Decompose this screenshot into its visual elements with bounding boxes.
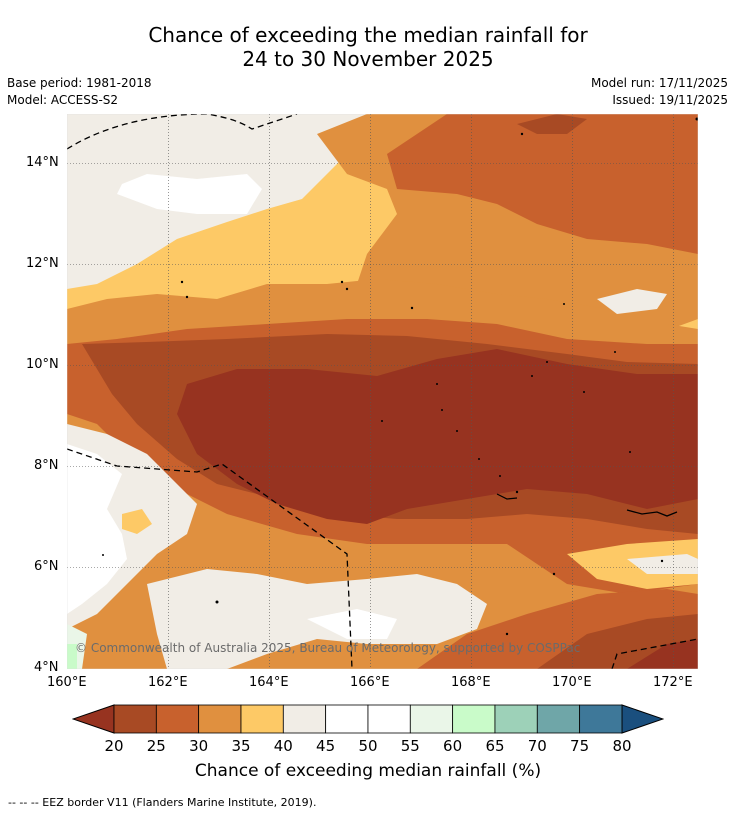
colorbar-label: 55 xyxy=(400,737,420,755)
colorbar-label: 60 xyxy=(443,737,463,755)
region-40-45-east-patch xyxy=(597,289,667,314)
lat-tick-10n: 10°N xyxy=(26,357,59,372)
region-45-50-south xyxy=(307,609,397,639)
colorbar-segment xyxy=(240,704,284,734)
colorbar-label: 35 xyxy=(231,737,251,755)
eez-footnote: -- -- -- EEZ border V11 (Flanders Marine… xyxy=(8,796,317,809)
issued-date: Issued: 19/11/2025 xyxy=(612,93,728,107)
colorbar-title: Chance of exceeding median rainfall (%) xyxy=(194,761,542,781)
region-60-65-southwest xyxy=(67,644,77,669)
colorbar-segment xyxy=(409,704,454,734)
region-35-40-sw-patch xyxy=(122,509,152,534)
islands xyxy=(102,117,698,636)
colorbar-segment xyxy=(367,704,411,734)
colorbar-segment xyxy=(198,704,242,734)
colorbar-segment xyxy=(113,704,157,734)
colorbar-segment xyxy=(325,704,369,734)
model-name: Model: ACCESS-S2 xyxy=(7,93,119,107)
lat-tick-6n: 6°N xyxy=(34,559,59,574)
colorbar-segment xyxy=(452,704,496,734)
island-outline xyxy=(626,509,678,517)
lat-tick-8n: 8°N xyxy=(34,458,59,473)
colorbar-label: 20 xyxy=(104,737,124,755)
colorbar-segment xyxy=(536,704,581,734)
copyright-notice: © Commonwealth of Australia 2025, Bureau… xyxy=(75,641,581,655)
colorbar-label: 80 xyxy=(612,737,632,755)
region-below-20-central xyxy=(177,349,698,524)
region-35-40-southeast xyxy=(567,539,698,589)
region-45-50-north xyxy=(117,174,262,214)
gridlines xyxy=(67,114,698,669)
lat-tick-4n: 4°N xyxy=(34,660,59,675)
colorbar-segment xyxy=(282,704,327,734)
lon-tick-166e: 166°E xyxy=(350,675,390,690)
island-outline-2 xyxy=(496,493,518,500)
colorbar-low-arrow xyxy=(72,704,115,734)
region-25-30-northeast xyxy=(387,114,698,254)
lon-tick-168e: 168°E xyxy=(451,675,491,690)
colorbar-label: 45 xyxy=(316,737,336,755)
colorbar-segment xyxy=(155,704,200,734)
lon-tick-170e: 170°E xyxy=(552,675,592,690)
lon-tick-172e: 172°E xyxy=(653,675,693,690)
colorbar-label: 70 xyxy=(527,737,547,755)
region-45-50-southwest xyxy=(67,444,127,614)
model-run: Model run: 17/11/2025 xyxy=(590,76,728,90)
map-title-line2: 24 to 30 November 2025 xyxy=(242,47,494,71)
colorbar-segment xyxy=(579,704,623,734)
lon-tick-164e: 164°E xyxy=(249,675,289,690)
colorbar-segment xyxy=(494,704,538,734)
colorbar xyxy=(72,704,664,734)
rainfall-map xyxy=(67,114,698,669)
lon-tick-160e: 160°E xyxy=(47,675,87,690)
colorbar-label: 50 xyxy=(358,737,378,755)
colorbar-label: 75 xyxy=(570,737,590,755)
lat-tick-14n: 14°N xyxy=(26,155,59,170)
colorbar-high-arrow xyxy=(621,704,664,734)
colorbar-label: 40 xyxy=(273,737,293,755)
colorbar-label: 30 xyxy=(189,737,209,755)
region-40-45-southeast xyxy=(627,554,698,574)
map-title-line1: Chance of exceeding the median rainfall … xyxy=(148,23,588,47)
lat-tick-12n: 12°N xyxy=(26,256,59,271)
colorbar-label: 65 xyxy=(485,737,505,755)
region-below-20-southeast xyxy=(627,639,698,669)
region-20-25-northeast xyxy=(517,114,587,134)
lon-tick-162e: 162°E xyxy=(148,675,188,690)
base-period: Base period: 1981-2018 xyxy=(7,76,152,90)
colorbar-label: 25 xyxy=(146,737,166,755)
